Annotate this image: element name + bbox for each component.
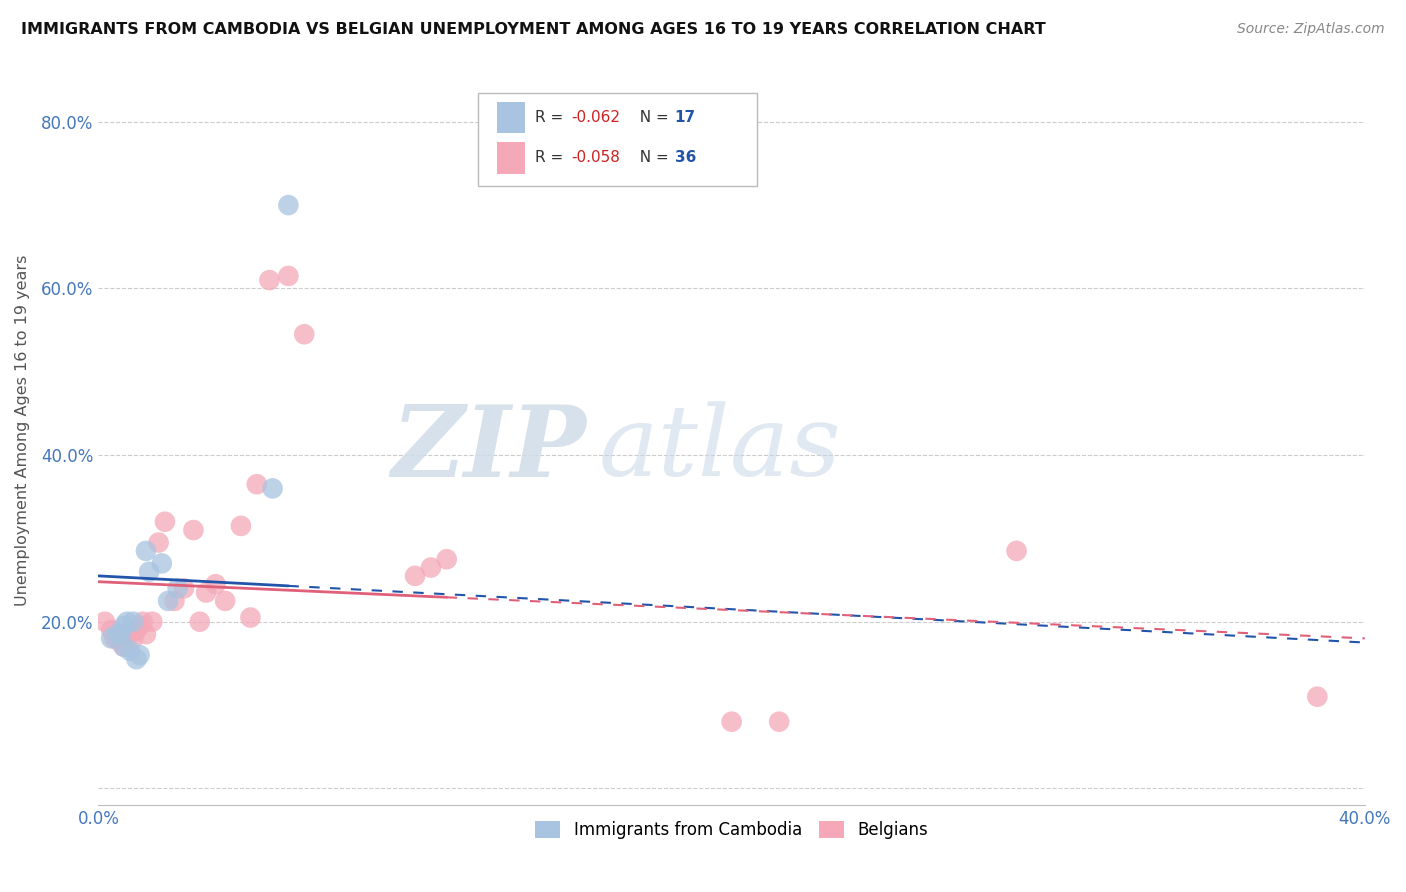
Text: 17: 17 bbox=[675, 110, 696, 125]
Point bbox=[110, 635, 132, 649]
Point bbox=[246, 477, 269, 491]
Point bbox=[112, 640, 135, 654]
Point bbox=[122, 632, 145, 646]
Point bbox=[100, 623, 122, 637]
FancyBboxPatch shape bbox=[498, 142, 526, 174]
Point bbox=[404, 569, 426, 583]
Point bbox=[128, 619, 150, 633]
FancyBboxPatch shape bbox=[478, 93, 756, 186]
Point bbox=[115, 627, 138, 641]
Point bbox=[157, 594, 180, 608]
Text: atlas: atlas bbox=[599, 401, 841, 497]
Point bbox=[135, 544, 157, 558]
Text: -0.058: -0.058 bbox=[571, 151, 620, 165]
Legend: Immigrants from Cambodia, Belgians: Immigrants from Cambodia, Belgians bbox=[529, 814, 935, 846]
Point bbox=[419, 560, 441, 574]
Point bbox=[125, 623, 148, 637]
Point bbox=[277, 268, 299, 283]
Point bbox=[195, 585, 218, 599]
Point bbox=[125, 652, 148, 666]
Point bbox=[94, 615, 117, 629]
Point bbox=[128, 648, 150, 662]
Point bbox=[768, 714, 790, 729]
Point bbox=[148, 535, 170, 549]
Point bbox=[292, 327, 315, 342]
Point bbox=[132, 615, 155, 629]
Point bbox=[1306, 690, 1329, 704]
Point bbox=[436, 552, 458, 566]
Point bbox=[150, 557, 173, 571]
Point bbox=[163, 594, 186, 608]
Text: R =: R = bbox=[536, 151, 568, 165]
Point bbox=[122, 615, 145, 629]
Point bbox=[214, 594, 236, 608]
Point bbox=[112, 640, 135, 654]
Point bbox=[115, 615, 138, 629]
Text: -0.062: -0.062 bbox=[571, 110, 620, 125]
Point bbox=[259, 273, 281, 287]
Point bbox=[103, 632, 125, 646]
Point bbox=[183, 523, 205, 537]
Point bbox=[720, 714, 742, 729]
Point bbox=[1005, 544, 1028, 558]
Point bbox=[120, 627, 142, 641]
Point bbox=[173, 582, 195, 596]
Text: N =: N = bbox=[630, 110, 673, 125]
Point bbox=[153, 515, 176, 529]
Text: IMMIGRANTS FROM CAMBODIA VS BELGIAN UNEMPLOYMENT AMONG AGES 16 TO 19 YEARS CORRE: IMMIGRANTS FROM CAMBODIA VS BELGIAN UNEM… bbox=[21, 22, 1046, 37]
Point bbox=[141, 615, 163, 629]
Point bbox=[204, 577, 226, 591]
Point bbox=[138, 565, 160, 579]
Point bbox=[110, 627, 132, 641]
Text: 36: 36 bbox=[675, 151, 696, 165]
FancyBboxPatch shape bbox=[498, 102, 526, 133]
Point bbox=[107, 627, 129, 641]
Text: Source: ZipAtlas.com: Source: ZipAtlas.com bbox=[1237, 22, 1385, 37]
Point bbox=[120, 644, 142, 658]
Text: ZIP: ZIP bbox=[391, 401, 586, 497]
Point bbox=[239, 610, 262, 624]
Point bbox=[100, 632, 122, 646]
Text: N =: N = bbox=[630, 151, 673, 165]
Point bbox=[229, 519, 252, 533]
Point bbox=[188, 615, 211, 629]
Text: R =: R = bbox=[536, 110, 568, 125]
Point bbox=[277, 198, 299, 212]
Point bbox=[107, 632, 129, 646]
Point bbox=[166, 582, 188, 596]
Point bbox=[135, 627, 157, 641]
Point bbox=[262, 482, 284, 496]
Point bbox=[112, 619, 135, 633]
Y-axis label: Unemployment Among Ages 16 to 19 years: Unemployment Among Ages 16 to 19 years bbox=[15, 254, 30, 606]
